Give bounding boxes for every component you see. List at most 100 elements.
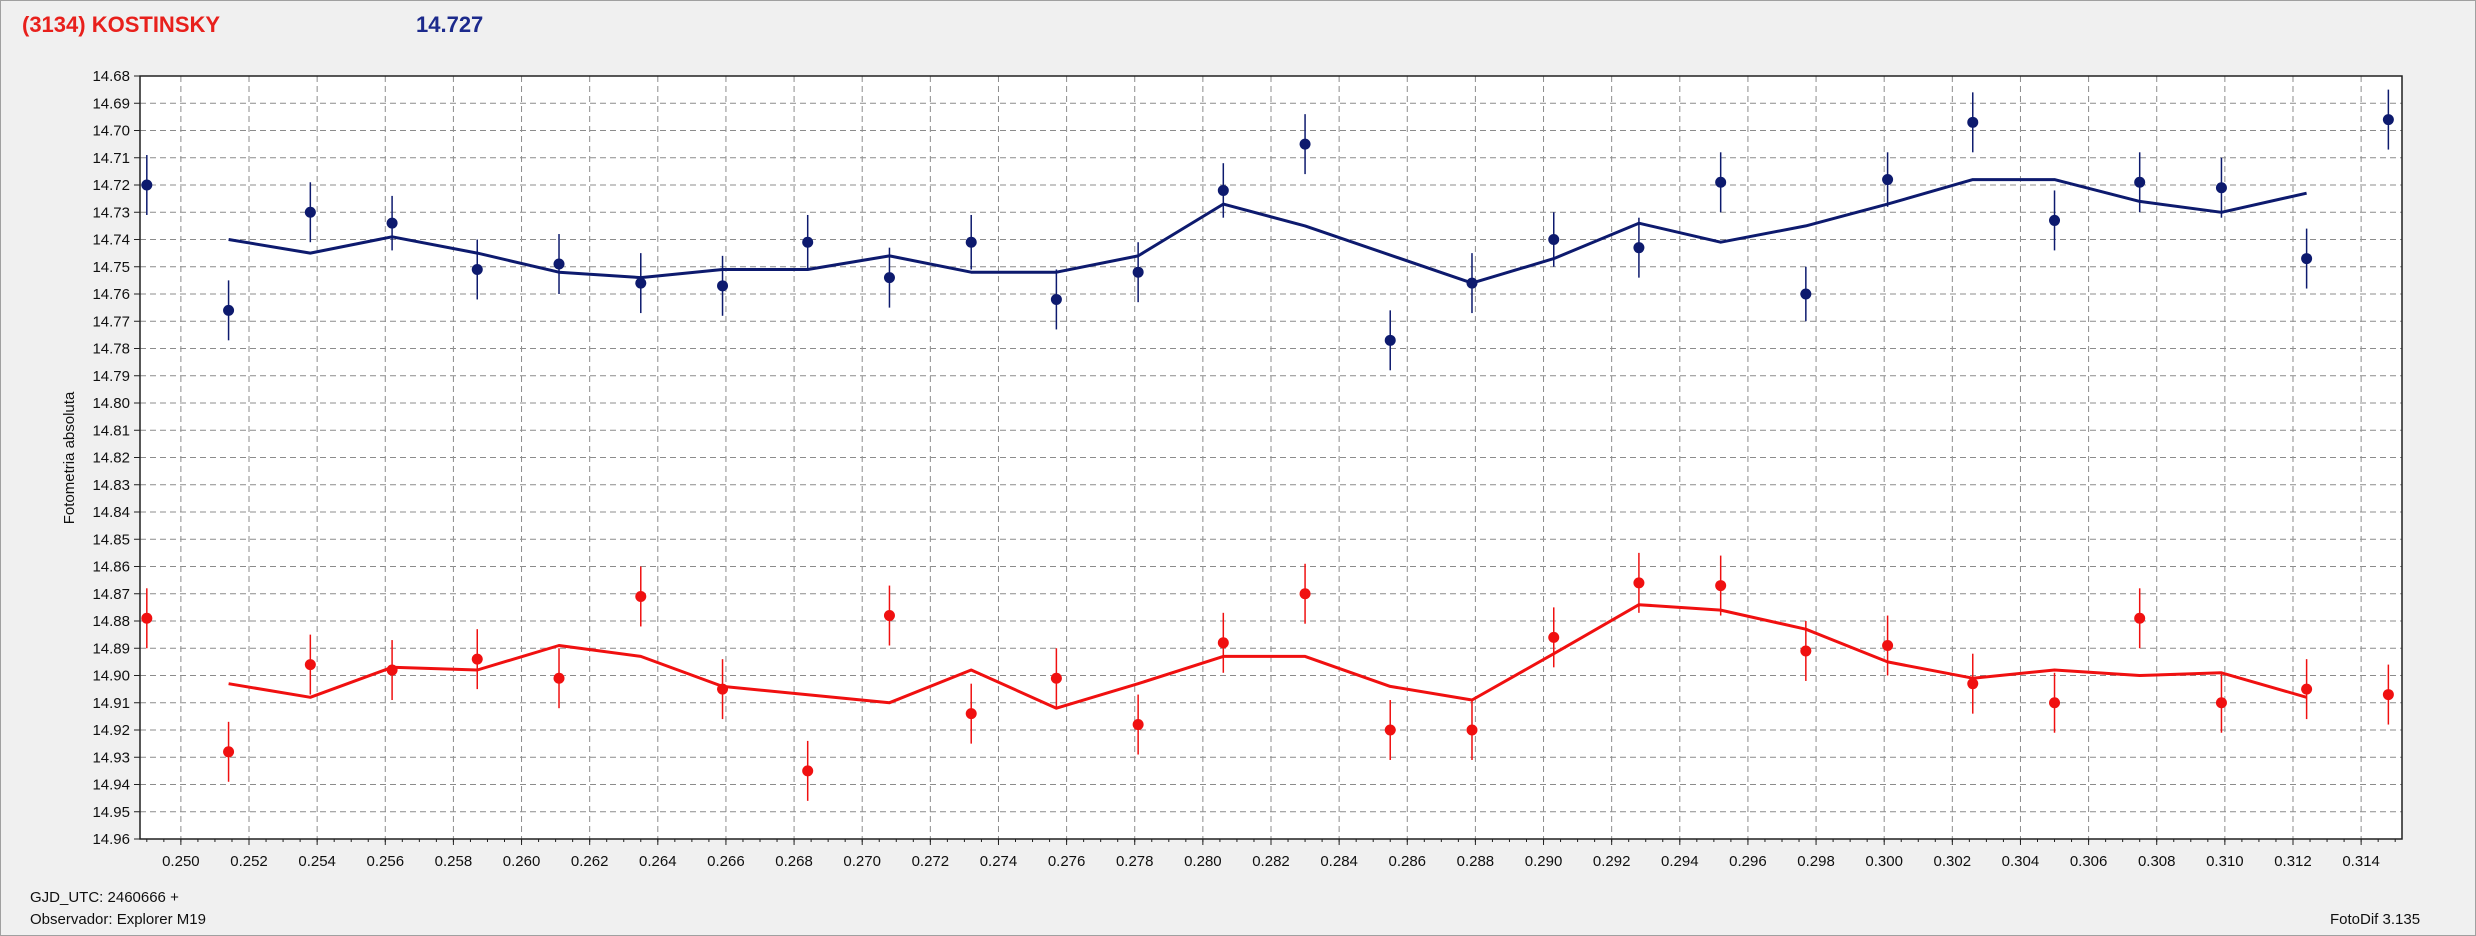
y-axis: 14.68 14.69 14.70 14.71 14.72 14.73 14.74 14.75… xyxy=(92,68,140,848)
data-point xyxy=(141,179,153,191)
y-axis-label: Fotometria absoluta xyxy=(61,391,78,524)
y-tick-label: 14.81 xyxy=(92,422,130,439)
data-point xyxy=(1715,176,1727,188)
object-magnitude: 14.727 xyxy=(416,12,484,37)
data-point xyxy=(2049,214,2061,226)
x-tick-label: 0.266 xyxy=(707,853,745,870)
x-tick-label: 0.282 xyxy=(1252,853,1290,870)
x-tick-label: 0.256 xyxy=(367,853,405,870)
data-point xyxy=(2215,697,2227,709)
y-tick-label: 14.88 xyxy=(92,613,130,630)
x-tick-label: 0.314 xyxy=(2342,853,2380,870)
data-point xyxy=(223,746,235,758)
data-point xyxy=(2301,253,2313,265)
y-tick-label: 14.71 xyxy=(92,150,130,167)
data-point xyxy=(1466,277,1478,289)
data-point xyxy=(883,272,895,284)
data-point xyxy=(1299,138,1311,150)
data-point xyxy=(1548,234,1560,245)
y-tick-label: 14.92 xyxy=(92,722,130,739)
observer-label: Observador: Explorer M19 xyxy=(30,911,206,928)
y-tick-label: 14.84 xyxy=(92,504,130,521)
data-point xyxy=(1715,580,1727,592)
x-tick-label: 0.264 xyxy=(639,853,677,870)
x-tick-label: 0.304 xyxy=(2002,853,2040,870)
x-tick-label: 0.306 xyxy=(2070,853,2108,870)
y-tick-label: 14.82 xyxy=(92,450,130,467)
y-tick-label: 14.70 xyxy=(92,123,130,140)
y-tick-label: 14.89 xyxy=(92,640,130,657)
x-tick-label: 0.298 xyxy=(1797,853,1835,870)
y-tick-label: 14.75 xyxy=(92,259,130,276)
x-tick-label: 0.292 xyxy=(1593,853,1631,870)
data-point xyxy=(1800,645,1812,657)
data-point xyxy=(965,236,977,248)
y-tick-label: 14.68 xyxy=(92,68,130,85)
y-tick-label: 14.90 xyxy=(92,668,130,685)
data-point xyxy=(1050,672,1062,684)
data-point xyxy=(386,664,398,676)
x-tick-label: 0.294 xyxy=(1661,853,1699,870)
data-point xyxy=(1466,724,1478,736)
y-tick-label: 14.76 xyxy=(92,286,130,303)
data-point xyxy=(1633,577,1645,589)
data-point xyxy=(386,217,398,229)
x-tick-label: 0.278 xyxy=(1116,853,1154,870)
series-1 xyxy=(141,89,2394,371)
data-point xyxy=(1299,588,1311,600)
x-tick-label: 0.284 xyxy=(1320,853,1358,870)
data-point xyxy=(635,590,647,602)
series-layer xyxy=(141,89,2394,801)
x-tick-label: 0.260 xyxy=(503,853,541,870)
data-point xyxy=(141,612,153,624)
y-tick-label: 14.93 xyxy=(92,749,130,766)
y-tick-label: 14.94 xyxy=(92,777,130,794)
y-tick-label: 14.73 xyxy=(92,204,130,221)
x-tick-label: 0.254 xyxy=(298,853,336,870)
data-point xyxy=(1384,724,1396,736)
data-point xyxy=(1882,174,1894,186)
data-point xyxy=(1050,293,1062,305)
data-point xyxy=(802,765,814,777)
data-point xyxy=(717,280,729,292)
x-tick-label: 0.288 xyxy=(1457,853,1495,870)
data-point xyxy=(1967,678,1979,690)
y-tick-label: 14.77 xyxy=(92,313,130,330)
data-point xyxy=(304,206,316,218)
y-tick-label: 14.72 xyxy=(92,177,130,194)
x-tick-label: 0.262 xyxy=(571,853,609,870)
data-point xyxy=(2215,182,2227,194)
x-tick-label: 0.252 xyxy=(230,853,268,870)
plot-border xyxy=(139,75,2403,840)
y-tick-label: 14.74 xyxy=(92,232,130,249)
x-tick-label: 0.274 xyxy=(980,853,1018,870)
x-tick-label: 0.312 xyxy=(2274,853,2312,870)
x-tick-label: 0.270 xyxy=(843,853,881,870)
x-tick-label: 0.296 xyxy=(1729,853,1767,870)
gjd-label: GJD_UTC: 2460666 + xyxy=(30,889,179,906)
x-tick-label: 0.272 xyxy=(912,853,950,870)
data-point xyxy=(2301,683,2313,695)
data-point xyxy=(883,610,895,622)
series-2 xyxy=(141,552,2394,801)
grid xyxy=(140,76,2402,839)
x-tick-label: 0.310 xyxy=(2206,853,2244,870)
x-tick-label: 0.276 xyxy=(1048,853,1086,870)
data-point xyxy=(2382,689,2394,701)
data-point xyxy=(1800,288,1812,300)
data-point xyxy=(471,263,483,275)
data-point xyxy=(1882,640,1894,652)
data-point xyxy=(802,236,814,248)
data-point xyxy=(635,277,647,289)
x-axis: 0.250 0.252 0.254 0.256 0.258 0.260 0.262 0.264… xyxy=(146,839,2396,870)
data-point xyxy=(553,672,565,684)
data-point xyxy=(1132,266,1144,278)
y-tick-label: 14.95 xyxy=(92,804,130,821)
x-tick-label: 0.250 xyxy=(162,853,200,870)
data-point xyxy=(304,659,316,671)
software-version: FotoDif 3.135 xyxy=(2330,911,2421,928)
data-point xyxy=(1384,334,1396,346)
y-tick-label: 14.83 xyxy=(92,477,130,494)
y-tick-label: 14.96 xyxy=(92,831,130,848)
